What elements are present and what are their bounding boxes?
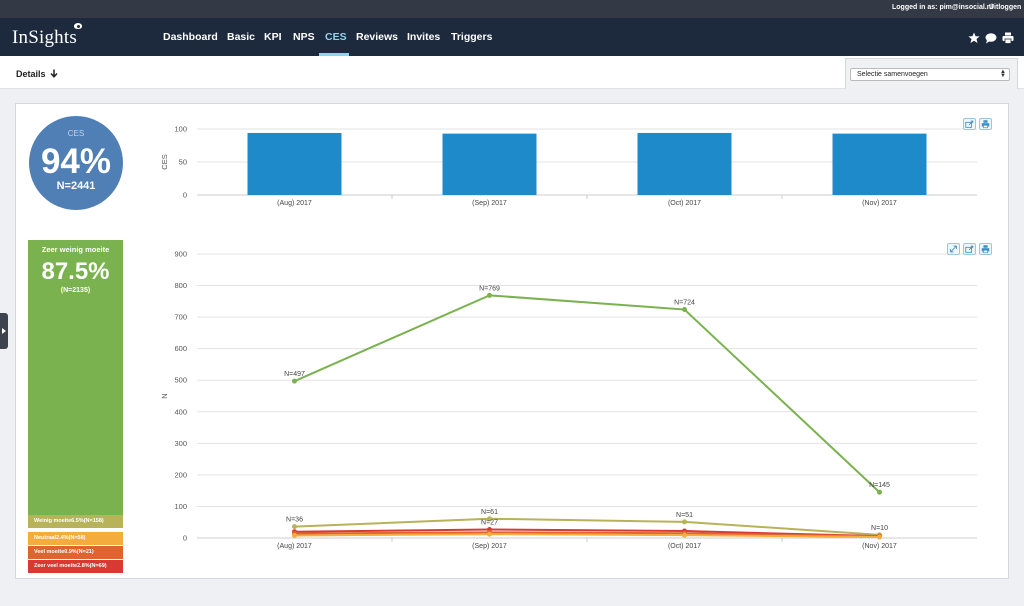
nav-invites[interactable]: Invites <box>407 31 441 43</box>
data-label: N=10 <box>871 525 888 532</box>
segment-title: Zeer weinig moeite <box>41 245 110 254</box>
x-tick-label: (Sep) 2017 <box>472 543 507 550</box>
bar <box>247 132 342 195</box>
data-label: N=724 <box>674 300 695 307</box>
bar <box>832 133 927 195</box>
segment-zeer-weinig-moeite: Zeer weinig moeite 87.5% (N=2135) <box>28 240 123 515</box>
series-line <box>294 517 880 536</box>
logout-link[interactable]: Uitloggen <box>989 4 1022 11</box>
series-line <box>294 531 880 538</box>
data-point <box>877 534 882 540</box>
chat-icon[interactable] <box>985 32 997 44</box>
x-tick-label: (Oct) 2017 <box>668 543 701 550</box>
data-point <box>292 378 297 384</box>
x-tick-label: (Nov) 2017 <box>862 200 897 207</box>
ces-bar-chart: 0 50 100 CES (Aug) 2017 (Sep) 2017 (Oct) 2017 (… <box>160 125 977 207</box>
data-label: N=36 <box>286 517 303 524</box>
count-line-chart: 0 100 200 300 400 500 600 700 800 900 N (Aug) 2017 (… <box>160 250 977 550</box>
series-line <box>294 533 880 539</box>
segment-veel-moeite: Veel moeite0.9%(N=21) <box>28 546 123 559</box>
y-tick-label: 50 <box>179 158 187 167</box>
segment-zeer-veel-moeite: Zeer veel moeite2.8%(N=69) <box>28 560 123 573</box>
segment-percentage: 87.5% <box>41 258 110 285</box>
x-tick-label: (Nov) 2017 <box>862 543 897 550</box>
bar <box>442 133 537 195</box>
data-label: N=145 <box>869 482 890 489</box>
y-tick-label: 800 <box>174 281 187 290</box>
data-point <box>487 531 492 537</box>
print-icon[interactable] <box>1002 32 1014 44</box>
series-line <box>294 528 880 538</box>
nav-dashboard[interactable]: Dashboard <box>163 31 218 43</box>
data-label: N=27 <box>481 519 498 526</box>
ces-summary-circle: CES 94% N=2441 <box>29 116 123 210</box>
data-label: N=51 <box>676 512 693 519</box>
combine-select[interactable]: Selectie samenvoegen <box>850 68 1010 81</box>
logged-in-label: Logged in as: pim@insocial.nl <box>892 4 993 11</box>
y-tick-label: 100 <box>174 125 187 134</box>
data-point <box>682 519 687 525</box>
nav-nps[interactable]: NPS <box>293 31 315 43</box>
y-tick-label: 100 <box>174 502 187 511</box>
nav-ces[interactable]: CES <box>325 31 347 43</box>
details-toggle[interactable]: Details <box>16 69 46 79</box>
series-line <box>294 294 881 493</box>
share-icon[interactable] <box>963 118 976 130</box>
segment-weinig-moeite: Weinig moeite6.5%(N=158) <box>28 515 123 528</box>
x-tick-label: (Oct) 2017 <box>668 200 701 207</box>
y-tick-label: 400 <box>174 407 187 416</box>
main-navbar: InSights Dashboard Basic KPI NPS CES Rev… <box>0 18 1024 56</box>
y-tick-label: 300 <box>174 439 187 448</box>
y-axis-label: N <box>160 393 169 398</box>
x-tick-label: (Aug) 2017 <box>277 543 312 550</box>
top-bar: Logged in as: pim@insocial.nl Uitloggen <box>0 0 1024 18</box>
data-point <box>487 292 492 298</box>
select-caret-icon: ▲ ▼ <box>1000 69 1006 79</box>
nav-basic[interactable]: Basic <box>227 31 256 43</box>
data-point <box>682 532 687 538</box>
expand-icon[interactable] <box>947 243 960 255</box>
y-tick-label: 500 <box>174 376 187 385</box>
data-point <box>877 489 882 495</box>
y-tick-label: 700 <box>174 313 187 322</box>
y-tick-label: 0 <box>183 191 187 200</box>
data-point <box>292 532 297 538</box>
data-label: N=769 <box>479 285 500 292</box>
data-label: N=61 <box>481 509 498 516</box>
y-tick-label: 900 <box>174 250 187 259</box>
segment-count: (N=2135) <box>60 287 91 294</box>
sidebar-expand-handle[interactable] <box>0 313 8 349</box>
share-icon[interactable] <box>963 243 976 255</box>
star-icon[interactable] <box>968 32 980 44</box>
x-tick-label: (Aug) 2017 <box>277 200 312 207</box>
ces-label: CES <box>67 129 85 138</box>
data-point <box>682 307 687 313</box>
y-tick-label: 600 <box>174 344 187 353</box>
y-axis-label: CES <box>160 154 169 169</box>
nav-reviews[interactable]: Reviews <box>356 31 399 43</box>
x-tick-label: (Sep) 2017 <box>472 200 507 207</box>
ces-percentage: 94% <box>40 142 112 181</box>
nav-kpi[interactable]: KPI <box>264 31 282 43</box>
arrow-down-icon[interactable] <box>50 69 58 78</box>
eye-icon <box>74 23 82 29</box>
bar <box>637 132 732 195</box>
segment-neutraal: Neutraal2.4%(N=58) <box>28 532 123 545</box>
insights-logo[interactable]: InSights <box>12 27 77 48</box>
effort-breakdown-bar: Zeer weinig moeite 87.5% (N=2135) Weinig… <box>28 240 123 573</box>
data-point <box>292 524 297 530</box>
y-tick-label: 200 <box>174 470 187 479</box>
ces-count: N=2441 <box>56 180 96 192</box>
data-label: N=497 <box>284 371 305 378</box>
data-point <box>487 516 492 522</box>
nav-triggers[interactable]: Triggers <box>451 31 493 43</box>
print-icon[interactable] <box>979 118 992 130</box>
y-tick-label: 0 <box>183 534 187 543</box>
active-tab-indicator <box>319 53 349 56</box>
print-icon[interactable] <box>979 243 992 255</box>
